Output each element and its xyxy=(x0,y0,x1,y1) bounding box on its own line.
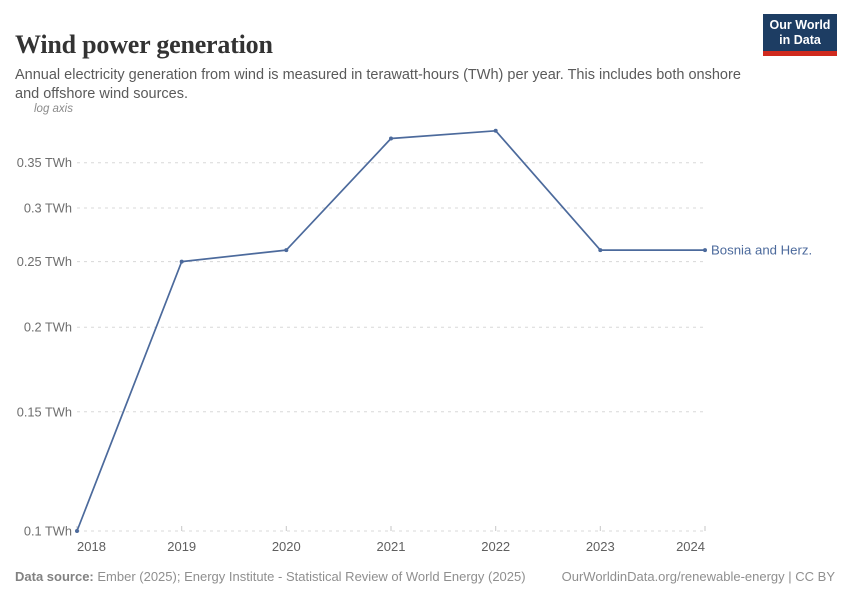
x-axis-label: 2022 xyxy=(481,539,510,554)
data-point[interactable] xyxy=(179,259,184,264)
data-point[interactable] xyxy=(703,248,707,253)
y-axis-label: 0.15 TWh xyxy=(17,404,72,419)
x-axis-label: 2020 xyxy=(272,539,301,554)
data-line[interactable] xyxy=(76,129,706,532)
series-label[interactable]: Bosnia and Herz. xyxy=(711,243,812,258)
x-axis-label: 2023 xyxy=(586,539,615,554)
x-axis-label: 2019 xyxy=(167,539,196,554)
y-axis-label: 0.3 TWh xyxy=(24,201,72,216)
data-point[interactable] xyxy=(284,248,289,253)
log-axis-note: log axis xyxy=(34,103,73,115)
owid-logo-line2: in Data xyxy=(779,32,821,47)
y-axis-label: 0.2 TWh xyxy=(24,320,72,335)
x-axis-label: 2024 xyxy=(676,539,705,554)
y-axis-label: 0.35 TWh xyxy=(17,155,72,170)
data-point[interactable] xyxy=(389,136,393,141)
chart-subtitle: Annual electricity generation from wind … xyxy=(15,66,741,102)
data-source-label: Data source: xyxy=(15,569,94,584)
y-axis-label: 0.25 TWh xyxy=(17,254,72,269)
data-source-text: Ember (2025); Energy Institute - Statist… xyxy=(93,569,526,584)
owid-logo[interactable]: Our World in Data xyxy=(763,14,837,56)
data-point[interactable] xyxy=(598,248,603,253)
owid-url-link[interactable]: OurWorldinData.org/renewable-energy xyxy=(561,569,785,584)
data-point[interactable] xyxy=(493,128,498,133)
footer-credit: OurWorldinData.org/renewable-energy | CC… xyxy=(562,569,835,584)
x-axis-label: 2021 xyxy=(377,539,406,554)
owid-logo-line1: Our World xyxy=(769,17,831,32)
license-badge: | CC BY xyxy=(784,569,835,584)
y-axis-label: 0.1 TWh xyxy=(24,524,72,539)
x-axis-label: 2018 xyxy=(77,539,106,554)
data-point[interactable] xyxy=(75,529,79,533)
chart-title: Wind power generation xyxy=(15,30,273,60)
data-source-note: Data source: Ember (2025); Energy Instit… xyxy=(15,569,526,584)
